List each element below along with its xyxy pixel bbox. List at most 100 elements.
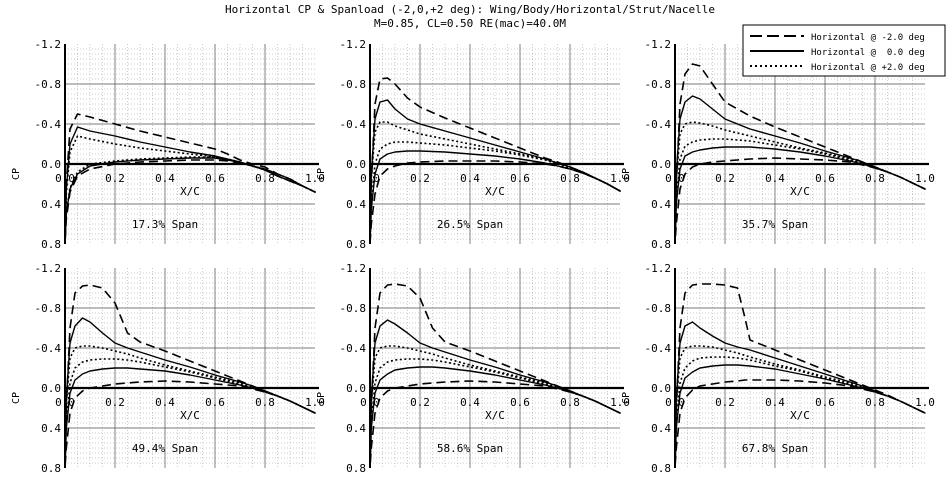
y-tick-label: 0.8 — [346, 462, 366, 475]
x-tick-label: 0.6 — [205, 172, 225, 185]
y-tick-label: 0.8 — [651, 238, 671, 251]
x-axis-label: X/C — [180, 185, 200, 198]
y-tick-label: -0.8 — [645, 78, 672, 91]
panels: -1.2 -0.8 -0.4 0.0 0.4 0.8 0.0 0.2 0.4 0.6 0.8 1.0 X… — [11, 38, 935, 475]
y-tick-label: -0.4 — [35, 342, 62, 355]
cp-curve-dotted — [64, 345, 316, 469]
y-tick-label: -0.4 — [645, 118, 672, 131]
cp-curve-dashed — [674, 283, 926, 469]
cp-panel: -1.2-0.8-0.40.00.40.80.0 0.2 0.4 0.6 0.8 1.0X… — [11, 38, 325, 251]
x-tick-label: 1.0 — [610, 396, 630, 409]
span-label: 58.6% Span — [437, 442, 503, 455]
x-tick-label: 0.8 — [255, 172, 275, 185]
y-tick-label: 0.0 — [41, 382, 61, 395]
x-tick-label: 0.2 — [105, 396, 125, 409]
figure-title: Horizontal CP & Spanload (-2,0,+2 deg): … — [225, 3, 715, 16]
y-tick-label: 0.8 — [41, 238, 61, 251]
cp-panel: -1.2 -0.8 -0.4 0.0 0.4 0.8 0.0 0.2 0.4 0.6 0.8 1.0 X… — [316, 38, 630, 251]
y-tick-label: 0.0 — [346, 158, 366, 171]
x-tick-label: 0.4 — [460, 396, 480, 409]
x-tick-label: 0.6 — [815, 396, 835, 409]
x-axis-label: X/C — [790, 185, 810, 198]
cp-panel: -1.2-0.8-0.40.00.40.80.0 0.2 0.4 0.6 0.8 1.0X… — [11, 262, 325, 475]
y-tick-label: 0.0 — [651, 382, 671, 395]
x-tick-label: 0.2 — [715, 172, 735, 185]
y-tick-label: -0.8 — [35, 302, 62, 315]
cp-curve-dotted — [64, 135, 316, 245]
y-tick-label: 0.4 — [346, 198, 366, 211]
y-tick-label: -0.4 — [340, 118, 367, 131]
y-tick-label: 0.0 — [346, 382, 366, 395]
cp-curve-solid — [674, 95, 926, 245]
cp-curve-dashed — [674, 63, 926, 245]
y-tick-label: -0.4 — [645, 342, 672, 355]
x-tick-label: 0.2 — [410, 172, 430, 185]
x-tick-label: 1.0 — [305, 172, 325, 185]
x-tick-label: 0.8 — [255, 396, 275, 409]
y-tick-label: 0.0 — [651, 158, 671, 171]
x-tick-label: 0.8 — [865, 396, 885, 409]
y-tick-label: -1.2 — [35, 38, 62, 51]
x-tick-label: 0.2 — [715, 396, 735, 409]
cp-panel: -1.2-0.8-0.40.00.40.80.0 0.2 0.4 0.6 0.8 1.0X… — [316, 262, 630, 475]
cp-panel: -1.2-0.8-0.40.00.40.80.0 0.2 0.4 0.6 0.8 1.0X… — [621, 38, 935, 251]
x-tick-label: 0.6 — [205, 396, 225, 409]
cp-panel: -1.2-0.8-0.40.00.40.80.0 0.2 0.4 0.6 0.8 1.0X… — [621, 262, 935, 475]
y-tick-label: 0.4 — [651, 198, 671, 211]
span-label: 26.5% Span — [437, 218, 503, 231]
x-tick-label: 0.8 — [560, 172, 580, 185]
span-label: 49.4% Span — [132, 442, 198, 455]
x-tick-label: 0.8 — [560, 396, 580, 409]
y-tick-label: -0.8 — [340, 78, 367, 91]
cp-curve-solid — [369, 319, 621, 469]
y-tick-label: -0.8 — [340, 302, 367, 315]
figure-subtitle: M=0.85, CL=0.50 RE(mac)=40.0M — [374, 17, 566, 30]
y-tick-label: -1.2 — [35, 262, 62, 275]
x-axis-label: X/C — [485, 185, 505, 198]
y-tick-label: -1.2 — [645, 38, 672, 51]
x-tick-label: 1.0 — [915, 172, 935, 185]
x-tick-label: 0.2 — [410, 396, 430, 409]
legend: Horizontal @ -2.0 deg Horizontal @ 0.0 d… — [742, 24, 946, 77]
legend-label: Horizontal @ 0.0 deg — [811, 48, 925, 58]
cp-curve-dotted — [369, 345, 621, 469]
x-tick-label: 0.8 — [865, 172, 885, 185]
x-tick-label: 0.0 — [665, 172, 685, 185]
x-tick-label: 0.6 — [815, 172, 835, 185]
cp-curve-dotted — [369, 121, 621, 245]
x-tick-label: 1.0 — [305, 396, 325, 409]
y-axis-label: CP — [11, 168, 22, 180]
y-axis-label: CP — [316, 392, 327, 404]
x-tick-label: 0.4 — [460, 172, 480, 185]
legend-label: Horizontal @ +2.0 deg — [811, 63, 925, 73]
x-tick-label: 0.6 — [510, 172, 530, 185]
cp-curve-dotted — [674, 345, 926, 469]
x-tick-label: 0.0 — [360, 172, 380, 185]
cp-curve-solid — [674, 321, 926, 469]
y-tick-label: 0.4 — [41, 198, 61, 211]
y-tick-label: -1.2 — [340, 38, 367, 51]
y-axis-label: CP — [621, 392, 632, 404]
x-tick-label: 0.2 — [105, 172, 125, 185]
span-label: 35.7% Span — [742, 218, 808, 231]
x-axis-label: X/C — [180, 409, 200, 422]
y-tick-label: 0.8 — [41, 462, 61, 475]
legend-label: Horizontal @ -2.0 deg — [811, 33, 925, 43]
x-tick-label: 0.0 — [55, 172, 75, 185]
cp-curve-solid — [64, 317, 316, 469]
y-tick-label: -0.8 — [645, 302, 672, 315]
y-tick-label: 0.4 — [346, 422, 366, 435]
x-tick-label: 0.4 — [155, 172, 175, 185]
y-axis-label: CP — [11, 392, 22, 404]
x-axis-label: X/C — [790, 409, 810, 422]
y-tick-label: -0.4 — [340, 342, 367, 355]
y-axis-label: CP — [316, 168, 327, 180]
y-tick-label: -0.4 — [35, 118, 62, 131]
x-tick-label: 1.0 — [610, 172, 630, 185]
x-tick-label: 0.4 — [155, 396, 175, 409]
y-tick-label: 0.8 — [346, 238, 366, 251]
y-tick-label: 0.0 — [41, 158, 61, 171]
y-axis-label: CP — [621, 168, 632, 180]
y-tick-label: 0.8 — [651, 462, 671, 475]
